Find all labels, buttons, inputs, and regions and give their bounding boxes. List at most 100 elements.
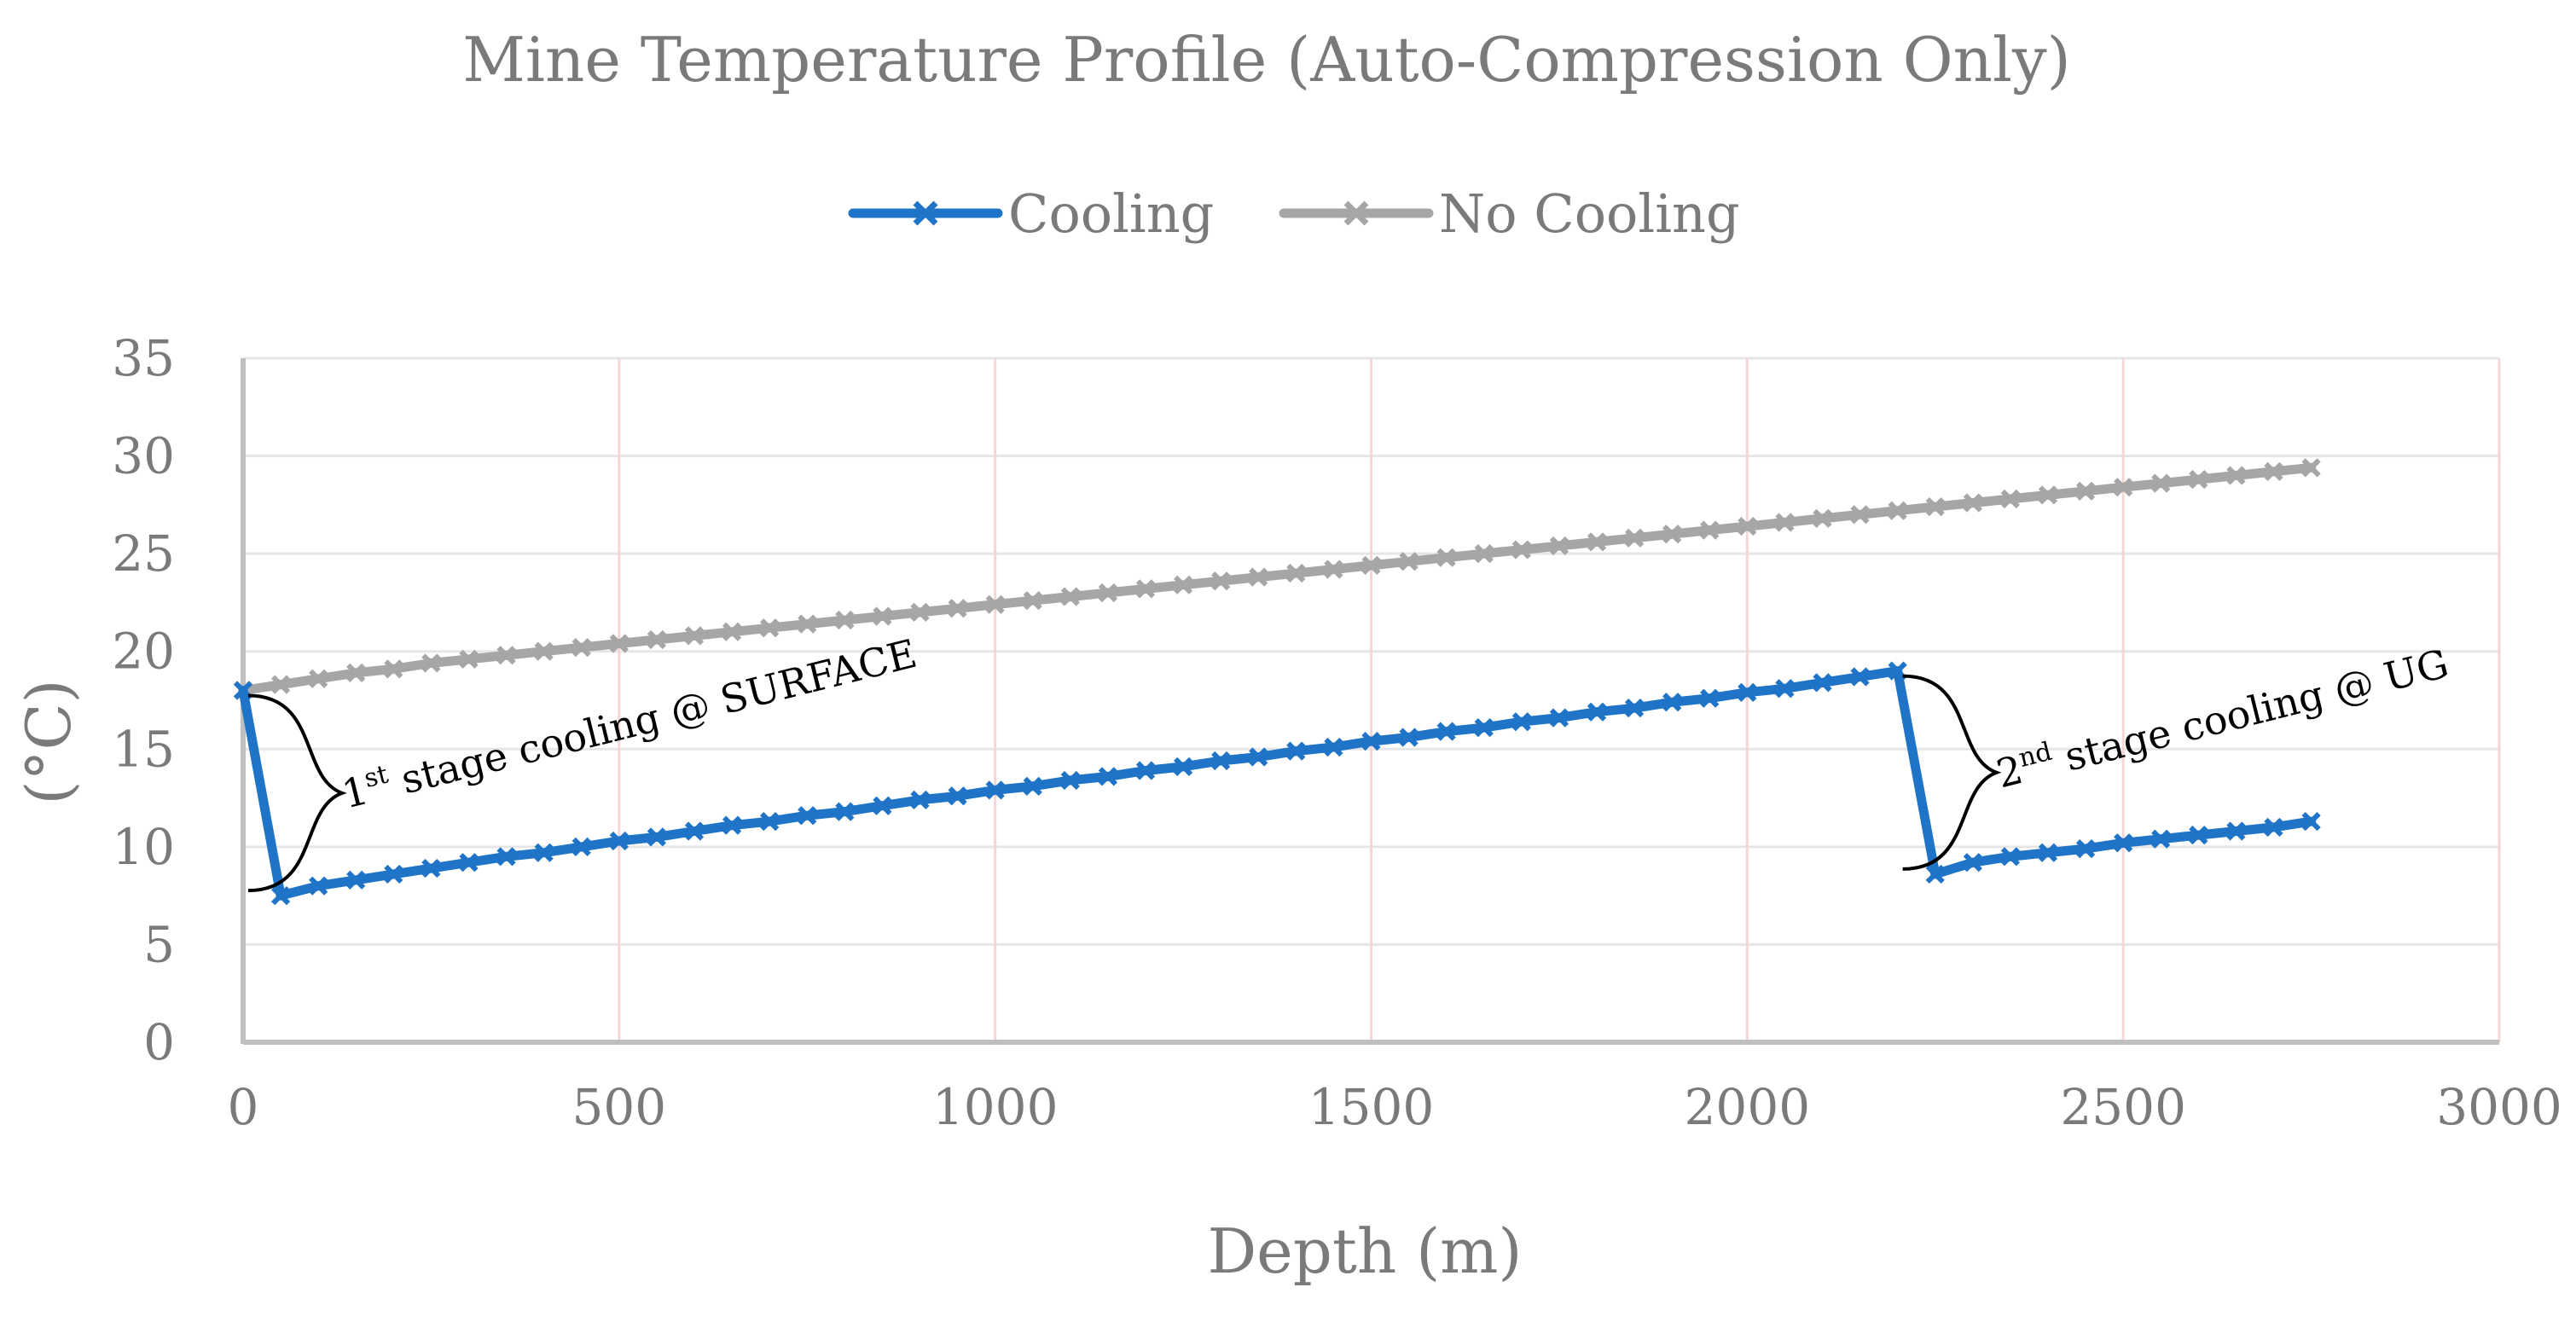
data-point-no-cooling: [1624, 528, 1645, 548]
data-point-cooling: [1249, 747, 1268, 767]
x-tick-label: 0: [228, 1078, 259, 1136]
y-tick-label: 15: [112, 720, 175, 778]
data-point-cooling: [2301, 811, 2321, 832]
y-tick-label: 20: [112, 623, 175, 681]
data-point-cooling: [1775, 679, 1795, 699]
data-point-no-cooling: [910, 602, 930, 623]
data-point-cooling: [1436, 722, 1456, 741]
data-point-cooling: [2264, 817, 2283, 838]
data-point-no-cooling: [384, 659, 403, 679]
data-point-cooling: [798, 806, 817, 826]
data-point-no-cooling: [1211, 571, 1231, 591]
data-point-no-cooling: [2189, 469, 2208, 490]
y-tick-label: 0: [143, 1013, 175, 1071]
data-point-no-cooling: [760, 618, 780, 638]
data-point-cooling: [760, 811, 780, 832]
data-point-no-cooling: [1361, 555, 1381, 576]
data-point-cooling: [873, 796, 892, 815]
data-point-cooling: [2151, 829, 2171, 849]
data-point-no-cooling: [1060, 587, 1080, 606]
data-point-no-cooling: [270, 675, 291, 694]
data-point-cooling: [2038, 843, 2058, 862]
data-point-no-cooling: [2038, 485, 2058, 505]
data-point-cooling: [722, 815, 742, 835]
data-point-no-cooling: [985, 594, 1005, 614]
legend-item-cooling[interactable]: Cooling: [848, 183, 1214, 245]
data-point-cooling: [1474, 717, 1494, 738]
data-point-no-cooling: [1850, 505, 1870, 525]
data-point-no-cooling: [1286, 563, 1306, 583]
y-axis-title: (°C): [13, 679, 84, 804]
series-line-cooling: [238, 666, 2317, 901]
data-point-cooling: [534, 843, 554, 862]
y-tick-label: 25: [112, 525, 175, 583]
data-point-no-cooling: [2264, 461, 2283, 482]
data-point-no-cooling: [1587, 532, 1607, 552]
data-point-cooling: [1850, 667, 1870, 687]
data-point-cooling: [1624, 699, 1645, 718]
data-point-cooling: [384, 864, 403, 884]
data-point-cooling: [1173, 757, 1193, 777]
data-point-cooling: [1963, 853, 1982, 873]
data-point-cooling: [647, 827, 667, 847]
data-point-no-cooling: [2226, 466, 2246, 485]
data-point-no-cooling: [1700, 520, 1720, 540]
data-point-no-cooling: [1963, 493, 1982, 513]
data-point-cooling: [1135, 761, 1156, 780]
data-point-cooling: [2189, 825, 2208, 845]
data-point-no-cooling: [1888, 501, 1907, 520]
data-point-no-cooling: [1098, 583, 1118, 603]
data-point-no-cooling: [534, 641, 554, 661]
data-point-cooling: [496, 847, 516, 867]
annotation-text: stage cooling @ UG: [2048, 641, 2453, 784]
data-point-no-cooling: [1549, 536, 1569, 556]
data-point-no-cooling: [1511, 540, 1531, 560]
data-point-no-cooling: [2151, 473, 2171, 493]
data-point-no-cooling: [684, 626, 705, 646]
legend-label-cooling: Cooling: [1008, 183, 1214, 245]
legend-item-no-cooling[interactable]: No Cooling: [1279, 183, 1740, 245]
annotation-label: 2nd stage cooling @ UG: [1992, 639, 2453, 797]
data-point-cooling: [1662, 693, 1682, 712]
data-point-cooling: [270, 886, 291, 906]
plot-grid: [241, 357, 2501, 1044]
data-point-cooling: [1324, 737, 1343, 757]
data-point-cooling: [1098, 767, 1118, 786]
data-point-cooling: [1587, 702, 1607, 722]
data-point-cooling: [2226, 821, 2246, 841]
data-point-no-cooling: [346, 663, 366, 683]
annotation-brace: [1902, 674, 2002, 871]
data-point-no-cooling: [798, 614, 817, 634]
y-tick-label: 5: [143, 915, 175, 973]
y-tick-label: 30: [112, 427, 175, 485]
data-point-cooling: [1738, 682, 1757, 702]
data-point-no-cooling: [1662, 525, 1682, 544]
data-point-cooling: [571, 837, 591, 856]
series-cooling: [233, 661, 2321, 906]
chart-title: Mine Temperature Profile (Auto-Compressi…: [462, 24, 2071, 96]
annotation-brace: [247, 693, 347, 893]
data-point-cooling: [1361, 731, 1381, 751]
data-point-no-cooling: [1474, 544, 1494, 564]
x-tick-label: 2000: [1685, 1078, 1811, 1136]
data-point-no-cooling: [1249, 567, 1268, 587]
x-tick-label: 2500: [2060, 1078, 2186, 1136]
legend-marker-no-cooling: [1343, 200, 1369, 226]
data-point-cooling: [1925, 864, 1945, 884]
data-point-no-cooling: [459, 649, 479, 670]
data-point-no-cooling: [1925, 497, 1945, 517]
data-point-no-cooling: [309, 669, 328, 688]
legend-label-no-cooling: No Cooling: [1439, 183, 1740, 245]
y-tick-label: 10: [112, 818, 175, 876]
data-point-cooling: [2075, 839, 2096, 859]
legend-marker-cooling: [913, 200, 938, 226]
data-point-cooling: [1286, 741, 1306, 761]
y-tick-label: 35: [112, 329, 175, 387]
data-point-no-cooling: [1173, 575, 1193, 594]
data-point-cooling: [421, 858, 441, 878]
data-point-cooling: [2114, 833, 2133, 853]
data-point-cooling: [1813, 673, 1832, 693]
x-tick-labels: 0 500 1000 1500 2000 2500 3000: [228, 1078, 2562, 1136]
